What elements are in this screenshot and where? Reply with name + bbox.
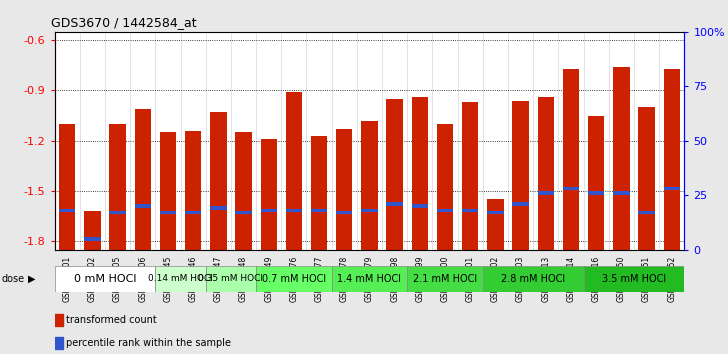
Text: percentile rank within the sample: percentile rank within the sample: [66, 338, 231, 348]
Bar: [336, 129, 352, 250]
Bar: [663, 69, 680, 250]
Text: 1.4 mM HOCl: 1.4 mM HOCl: [338, 274, 401, 284]
Bar: [256, 266, 332, 292]
Bar: [109, 211, 126, 215]
Bar: [206, 266, 256, 292]
Bar: [235, 211, 252, 215]
Bar: [109, 124, 126, 250]
Bar: [487, 211, 504, 215]
Bar: [261, 139, 277, 250]
Bar: [55, 337, 63, 349]
Bar: [513, 101, 529, 250]
Bar: [210, 206, 226, 210]
Text: dose: dose: [1, 274, 25, 284]
Bar: [261, 209, 277, 212]
Bar: [437, 124, 454, 250]
Text: GDS3670 / 1442584_at: GDS3670 / 1442584_at: [52, 16, 197, 29]
Bar: [588, 116, 604, 250]
Text: 3.5 mM HOCl: 3.5 mM HOCl: [602, 274, 666, 284]
Bar: [185, 211, 202, 215]
Bar: [135, 109, 151, 250]
Bar: [84, 237, 100, 240]
Bar: [663, 187, 680, 190]
Bar: [613, 67, 630, 250]
Bar: [159, 211, 176, 215]
Text: 0.14 mM HOCl: 0.14 mM HOCl: [148, 274, 213, 283]
Text: 2.8 mM HOCl: 2.8 mM HOCl: [501, 274, 565, 284]
Bar: [185, 131, 202, 250]
Bar: [361, 121, 378, 250]
Bar: [563, 69, 579, 250]
Bar: [332, 266, 407, 292]
Bar: [59, 209, 76, 212]
Bar: [537, 97, 554, 250]
Bar: [387, 99, 403, 250]
Text: 0 mM HOCl: 0 mM HOCl: [74, 274, 136, 284]
Bar: [563, 187, 579, 190]
Text: 2.1 mM HOCl: 2.1 mM HOCl: [413, 274, 477, 284]
Bar: [285, 92, 302, 250]
Bar: [210, 112, 226, 250]
Bar: [285, 209, 302, 212]
Text: transformed count: transformed count: [66, 315, 157, 325]
Bar: [387, 202, 403, 206]
Bar: [537, 191, 554, 195]
Bar: [84, 211, 100, 250]
Bar: [638, 211, 654, 215]
Bar: [487, 199, 504, 250]
Bar: [336, 211, 352, 215]
Bar: [462, 102, 478, 250]
Bar: [638, 107, 654, 250]
Text: 0.7 mM HOCl: 0.7 mM HOCl: [262, 274, 326, 284]
Bar: [135, 204, 151, 208]
Bar: [235, 132, 252, 250]
Bar: [613, 191, 630, 195]
Bar: [462, 209, 478, 212]
Bar: [584, 266, 684, 292]
Bar: [483, 266, 584, 292]
Bar: [407, 266, 483, 292]
Bar: [159, 132, 176, 250]
Bar: [55, 266, 155, 292]
Bar: [311, 136, 328, 250]
Bar: [55, 314, 63, 326]
Text: 0.35 mM HOCl: 0.35 mM HOCl: [199, 274, 264, 283]
Bar: [411, 204, 428, 208]
Bar: [513, 202, 529, 206]
Bar: [311, 209, 328, 212]
Text: ▶: ▶: [28, 274, 35, 284]
Bar: [411, 97, 428, 250]
Bar: [361, 209, 378, 212]
Bar: [155, 266, 206, 292]
Bar: [588, 191, 604, 195]
Bar: [437, 209, 454, 212]
Bar: [59, 124, 76, 250]
